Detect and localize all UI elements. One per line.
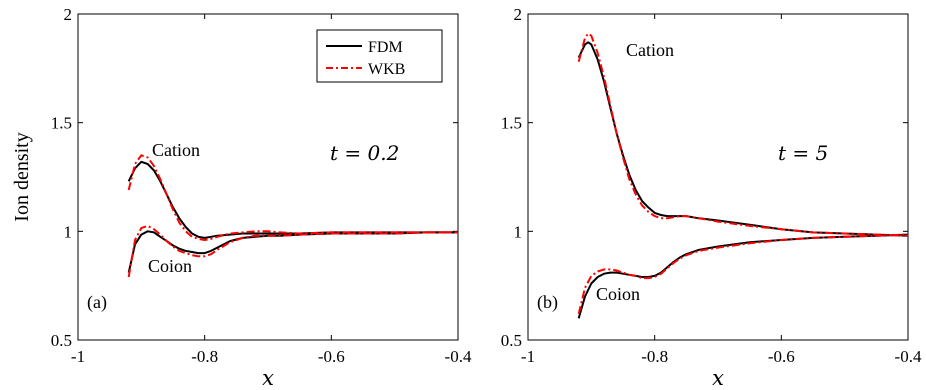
fdm-coion-line: [127, 230, 458, 273]
panel-b-time-label: t = 5: [778, 141, 828, 165]
legend-box: [316, 29, 443, 83]
panel-b-curves: [577, 32, 909, 319]
y-tick-label: 1: [514, 222, 523, 241]
x-tick-label: -1: [71, 347, 85, 366]
wkb-cation-line: [577, 32, 909, 237]
y-tick-label: 0.5: [51, 331, 72, 350]
x-tick-label: -0.8: [191, 347, 218, 366]
y-tick-label: 1.5: [501, 114, 522, 133]
fdm-coion-line: [577, 233, 909, 319]
x-tick-label: -0.6: [768, 347, 795, 366]
panel-a-frame: [77, 13, 459, 341]
fdm-cation-line: [577, 41, 909, 237]
y-tick-label: 1: [64, 222, 73, 241]
panel-a-xlabel: x: [262, 366, 274, 390]
panel-b-frame: [527, 13, 909, 341]
y-tick-label: 0.5: [501, 331, 522, 350]
panel-b-cation-label: Cation: [626, 40, 674, 60]
y-tick-label: 1.5: [51, 114, 72, 133]
panel-a: -1 -0.8 -0.6 -0.4 0.5 1 1.5 2 Ion density x Cat…: [11, 5, 472, 390]
panel-a-coion-label: Coion: [148, 256, 192, 276]
x-tick-label: -0.4: [895, 347, 922, 366]
panel-b-tag: (b): [537, 292, 558, 313]
x-tick-label: -0.8: [641, 347, 668, 366]
wkb-coion-line: [577, 233, 909, 315]
panel-b-coion-label: Coion: [596, 284, 640, 304]
legend: FDM WKB: [316, 29, 443, 83]
panel-b-xlabel: x: [712, 366, 724, 390]
panel-b-ticks: -1 -0.8 -0.6 -0.4 0.5 1 1.5 2: [501, 5, 922, 366]
panel-a-time-label: t = 0.2: [330, 141, 399, 165]
panel-a-cation-label: Cation: [152, 140, 200, 160]
y-tick-label: 2: [514, 5, 523, 24]
y-tick-label: 2: [64, 5, 73, 24]
panel-a-curves: [127, 154, 458, 278]
legend-wkb-label: WKB: [368, 61, 405, 78]
legend-fdm-label: FDM: [368, 39, 403, 56]
panel-a-ylabel: Ion density: [11, 132, 33, 221]
fdm-cation-line: [127, 160, 458, 239]
wkb-coion-line: [127, 224, 458, 278]
panel-a-ticks: -1 -0.8 -0.6 -0.4 0.5 1 1.5 2: [51, 5, 472, 366]
x-tick-label: -1: [521, 347, 535, 366]
x-tick-label: -0.4: [445, 347, 472, 366]
panel-a-tag: (a): [87, 292, 107, 313]
x-tick-label: -0.6: [318, 347, 345, 366]
panel-b: -1 -0.8 -0.6 -0.4 0.5 1 1.5 2 x Cation Coion t …: [501, 5, 922, 390]
wkb-cation-line: [127, 154, 458, 241]
